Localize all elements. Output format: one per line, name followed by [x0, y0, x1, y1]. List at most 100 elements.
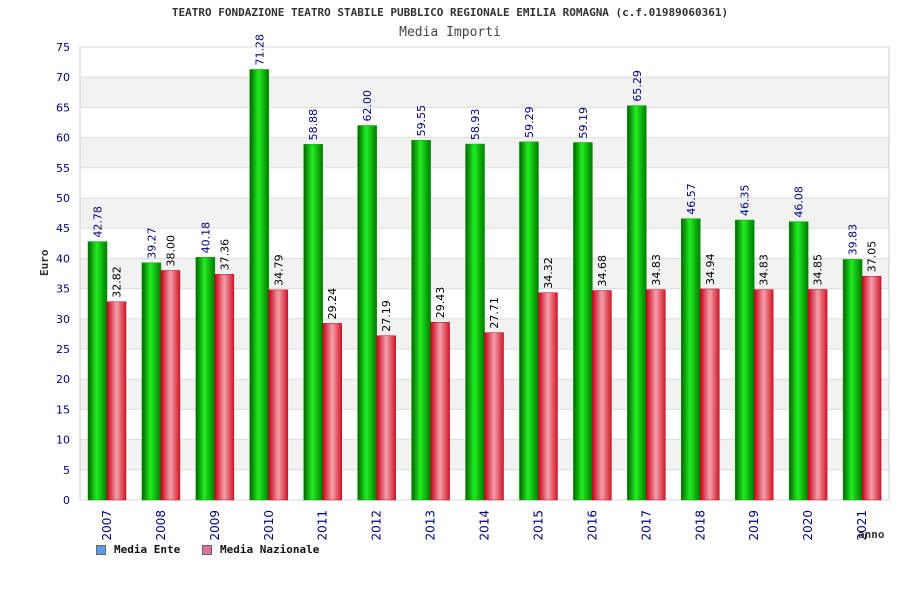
legend-label-ente: Media Ente [114, 543, 181, 556]
bar-media-ente [87, 241, 108, 501]
y-tick-label: 15 [56, 403, 70, 416]
data-label: 46.57 [685, 183, 698, 215]
data-label: 34.83 [758, 254, 771, 286]
x-tick-label: 2020 [801, 510, 815, 541]
legend-swatch-ente [96, 544, 106, 555]
bar-media-ente [411, 140, 431, 501]
bar-media-ente [627, 105, 647, 501]
bar-media-nazionale [646, 289, 666, 501]
data-label: 46.08 [793, 186, 806, 218]
y-tick-label: 70 [56, 71, 70, 84]
data-label: 32.82 [111, 266, 124, 298]
y-tick-label: 60 [56, 132, 70, 145]
y-tick-label: 20 [56, 373, 70, 386]
data-label: 37.05 [866, 241, 879, 273]
data-label: 59.55 [415, 105, 428, 137]
data-label: 37.36 [218, 239, 231, 271]
x-tick-label: 2015 [531, 510, 545, 541]
data-label: 34.83 [650, 254, 663, 286]
data-label: 34.94 [704, 253, 717, 285]
x-tick-label: 2014 [478, 510, 492, 541]
data-label: 34.68 [596, 255, 609, 287]
y-tick-label: 0 [63, 494, 70, 507]
data-label: 39.83 [847, 224, 860, 256]
x-tick-label: 2012 [370, 510, 384, 541]
x-tick-label: 2018 [693, 510, 707, 541]
bar-media-nazionale [322, 323, 342, 501]
y-tick-label: 10 [56, 434, 70, 447]
data-label: 27.71 [488, 297, 501, 329]
data-label: 29.24 [326, 288, 339, 320]
data-label: 34.32 [542, 257, 555, 289]
x-tick-label: 2010 [262, 510, 276, 541]
x-tick-label: 2016 [585, 510, 599, 541]
x-tick-label: 2017 [639, 510, 653, 541]
x-tick-label: 2009 [208, 510, 222, 541]
data-label: 34.85 [812, 254, 825, 286]
bar-media-nazionale [106, 301, 127, 501]
bar-media-ente [249, 69, 270, 501]
data-label: 58.93 [469, 109, 482, 141]
bar-media-nazionale [214, 274, 235, 501]
x-tick-label: 2011 [316, 510, 330, 541]
bar-media-nazionale [430, 321, 450, 501]
bar-media-nazionale [592, 290, 612, 501]
data-label: 27.19 [380, 300, 393, 332]
bar-media-nazionale [753, 289, 774, 501]
bar-media-nazionale [160, 270, 181, 501]
legend-label-nazionale: Media Nazionale [220, 543, 320, 556]
data-label: 59.19 [577, 107, 590, 139]
bar-media-ente [303, 144, 323, 501]
bar-media-ente [141, 262, 162, 501]
bar-media-ente [195, 257, 216, 501]
data-label: 71.28 [253, 34, 266, 66]
bar-media-ente [573, 142, 593, 501]
legend-item-ente: Media Ente [96, 543, 180, 556]
data-label: 40.18 [199, 222, 212, 254]
bar-media-ente [519, 141, 539, 501]
bar-media-nazionale [861, 275, 882, 501]
x-axis-label: anno [858, 528, 885, 541]
bar-media-nazionale [807, 289, 828, 501]
y-tick-label: 40 [56, 252, 70, 265]
x-tick-label: 2013 [424, 510, 438, 541]
bar-media-ente [357, 125, 377, 501]
y-tick-label: 30 [56, 313, 70, 326]
x-tick-label: 2008 [154, 510, 168, 541]
legend-swatch-nazionale [202, 544, 212, 555]
x-tick-label: 2021 [855, 510, 869, 541]
y-tick-label: 25 [56, 343, 70, 356]
y-axis-label: Euro [38, 249, 51, 277]
bar-media-nazionale [538, 292, 558, 501]
y-tick-label: 65 [56, 101, 70, 114]
y-tick-label: 50 [56, 192, 70, 205]
data-label: 58.88 [307, 109, 320, 141]
data-label: 29.43 [434, 287, 447, 319]
bar-media-ente [788, 221, 809, 501]
y-tick-label: 5 [63, 464, 70, 477]
chart-subtitle: Media Importi [399, 25, 501, 40]
data-label: 59.29 [523, 106, 536, 138]
bar-media-nazionale [268, 289, 289, 501]
bar-media-ente [842, 259, 863, 501]
data-label: 65.29 [631, 70, 644, 102]
legend-item-nazionale: Media Nazionale [202, 543, 319, 556]
data-label: 34.79 [272, 254, 285, 286]
data-label: 38.00 [164, 235, 177, 267]
bar-media-nazionale [484, 332, 504, 501]
data-label: 62.00 [361, 90, 374, 122]
data-label: 46.35 [739, 185, 752, 217]
y-tick-label: 55 [56, 162, 70, 175]
x-tick-label: 2007 [100, 510, 114, 541]
data-label: 39.27 [145, 227, 158, 259]
bar-media-ente [465, 143, 485, 501]
y-tick-label: 35 [56, 283, 70, 296]
y-tick-label: 45 [56, 222, 70, 235]
x-tick-label: 2019 [747, 510, 761, 541]
bar-media-nazionale [700, 288, 720, 501]
chart-title: TEATRO FONDAZIONE TEATRO STABILE PUBBLIC… [171, 6, 729, 19]
data-label: 42.78 [92, 206, 105, 238]
bar-media-ente [734, 219, 755, 501]
grid-band [80, 77, 889, 108]
